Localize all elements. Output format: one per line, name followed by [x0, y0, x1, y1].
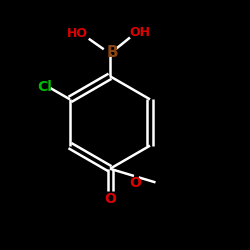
Text: B: B: [107, 45, 118, 60]
Text: O: O: [104, 192, 116, 206]
Text: Cl: Cl: [37, 80, 52, 94]
Text: OH: OH: [130, 26, 150, 39]
Text: HO: HO: [67, 27, 88, 40]
Text: O: O: [129, 176, 141, 190]
